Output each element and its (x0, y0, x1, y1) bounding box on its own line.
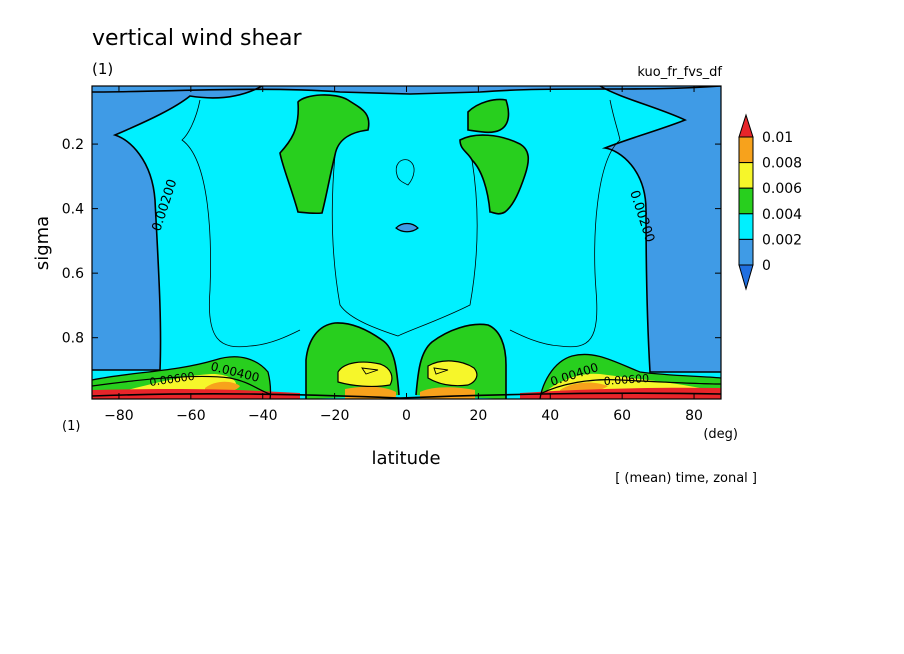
contour-0.006-lower-right (427, 360, 478, 387)
contour-thin-center (331, 154, 478, 337)
colorbar-label: 0.004 (762, 207, 802, 223)
contour-0.006-bottom-right (539, 379, 721, 395)
fill-level-0.004-upper-right-small (468, 99, 509, 133)
colorbar-swatch (738, 213, 754, 240)
colorbar: 0.01 0.008 0.006 0.004 0.002 0 (738, 113, 802, 291)
contour-label-bottom-right-2: 0.00600 (603, 372, 649, 388)
colorbar-label: 0.01 (762, 130, 793, 146)
contour-0.006-bottom-left (92, 375, 271, 395)
y-tick-label: 0.4 (62, 202, 84, 218)
fill-level-0.006-lower-left (338, 362, 392, 387)
fill-level-0-right (600, 86, 721, 372)
contour-0.002-top (92, 86, 721, 95)
contour-label-bottom-left-2: 0.00600 (149, 370, 196, 389)
contour-thin-center-small (395, 159, 415, 186)
colorbar-swatch (738, 136, 754, 164)
y-tick-label: 0.8 (62, 331, 84, 347)
axis-corner-label: (1) (62, 419, 80, 434)
fill-level-0.006-lower-right (428, 360, 477, 386)
colorbar-label: 0.006 (762, 181, 802, 197)
contour-0.002-left (92, 86, 263, 371)
contour-0.004-bottom-right (539, 353, 721, 399)
colorbar-swatch (738, 238, 754, 266)
x-tick-label: 80 (685, 408, 703, 424)
contour-0.004-lower-left (305, 322, 400, 399)
colorbar-label: 0.008 (762, 156, 802, 172)
contour-0.004-upper-right-small (467, 98, 510, 134)
fill-level-0-left (92, 86, 262, 370)
fill-level-0-center-blob (396, 223, 418, 232)
panel-label: (1) (92, 60, 113, 78)
footnote: [ (mean) time, zonal ] (615, 471, 757, 486)
fill-level-0.004-upper-right (460, 135, 529, 214)
contour-0.002-center-blob (395, 222, 419, 233)
contour-0.004-upper-right (459, 134, 530, 215)
contour-0.004-upper-left (279, 94, 370, 215)
contour-0.008-marker-left (361, 367, 379, 375)
x-axis: −80 −60 −40 −20 0 20 40 60 80 (104, 86, 703, 424)
contour-field: 0.00200 0.00200 0.00400 0.00400 0.00600 … (92, 86, 721, 399)
dataset-label: kuo_fr_fvs_df (637, 65, 722, 80)
contour-0.004-bottom-left (92, 356, 272, 399)
contour-0.006-lower-left (337, 361, 393, 388)
fill-level-0.002 (92, 86, 721, 399)
colorbar-swatch (738, 187, 754, 215)
x-tick-label: −20 (320, 408, 350, 424)
colorbar-label: 0.002 (762, 232, 802, 248)
x-tick-label: 60 (613, 408, 631, 424)
contour-thin-left (181, 99, 301, 348)
x-axis-title: latitude (371, 448, 440, 469)
contour-0.004-lower-right (415, 323, 507, 399)
y-tick-label: 0.2 (62, 137, 84, 153)
x-unit-label: (deg) (703, 427, 738, 442)
contour-0.008-marker-right (433, 367, 449, 375)
colorbar-swatch (738, 162, 754, 189)
contour-thin-right (509, 99, 621, 348)
chart-title: vertical wind shear (92, 26, 302, 51)
x-tick-label: −80 (104, 408, 134, 424)
fill-level-0.004-upper-left (280, 94, 369, 214)
y-axis: 0.2 0.4 0.6 0.8 (62, 137, 721, 347)
y-axis-title: sigma (32, 216, 53, 270)
x-tick-label: 0 (402, 408, 411, 424)
x-tick-label: 20 (469, 408, 487, 424)
colorbar-extend-top (738, 113, 754, 138)
x-tick-label: −40 (248, 408, 278, 424)
x-tick-label: −60 (176, 408, 206, 424)
x-tick-label: 40 (541, 408, 559, 424)
contour-0.002-right (599, 86, 721, 373)
colorbar-extend-bottom (738, 264, 754, 291)
contour-bottom-band (92, 392, 721, 399)
colorbar-label: 0 (762, 258, 771, 274)
y-tick-label: 0.6 (62, 266, 84, 282)
